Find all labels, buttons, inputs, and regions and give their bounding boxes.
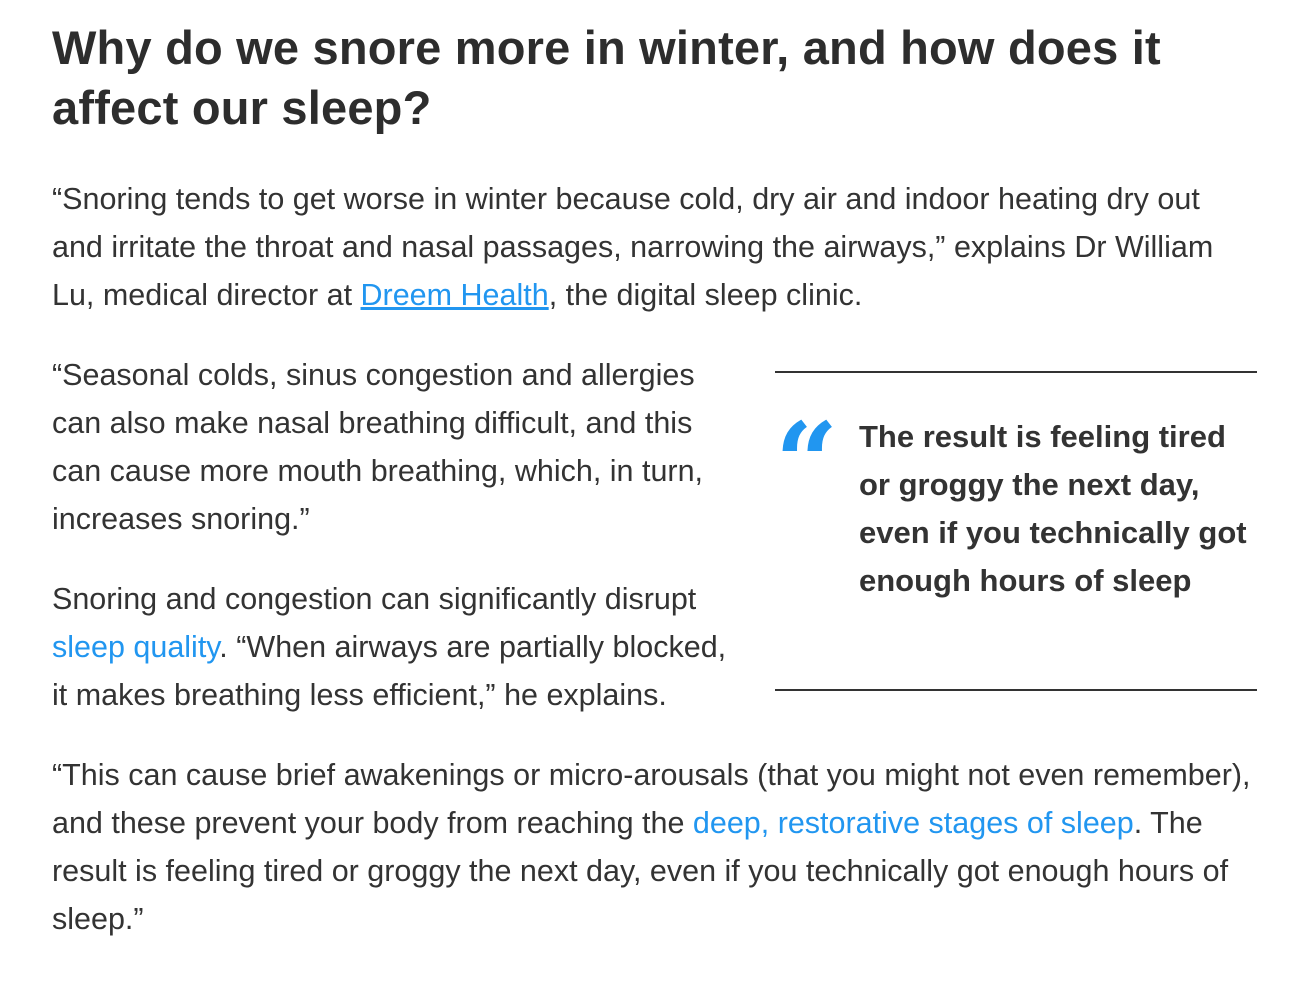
paragraph: “Snoring tends to get worse in winter be… xyxy=(52,182,1214,312)
dreem-health-link[interactable]: Dreem Health xyxy=(360,278,549,312)
article: Why do we snore more in winter, and how … xyxy=(52,0,1257,943)
paragraph: Snoring and congestion can significantly… xyxy=(52,582,727,712)
pull-quote-text: The result is feeling tired or groggy th… xyxy=(859,419,1247,598)
deep-sleep-link[interactable]: deep, restorative stages of sleep xyxy=(692,806,1134,840)
section-heading: Why do we snore more in winter, and how … xyxy=(52,21,1161,134)
paragraph: “This can cause brief awakenings or micr… xyxy=(52,758,1251,936)
quote-open-icon: “ xyxy=(775,398,839,527)
pull-quote: “ The result is feeling tired or groggy … xyxy=(775,371,1257,691)
sleep-quality-link[interactable]: sleep quality xyxy=(52,630,220,664)
paragraph: “Seasonal colds, sinus congestion and al… xyxy=(52,358,704,536)
